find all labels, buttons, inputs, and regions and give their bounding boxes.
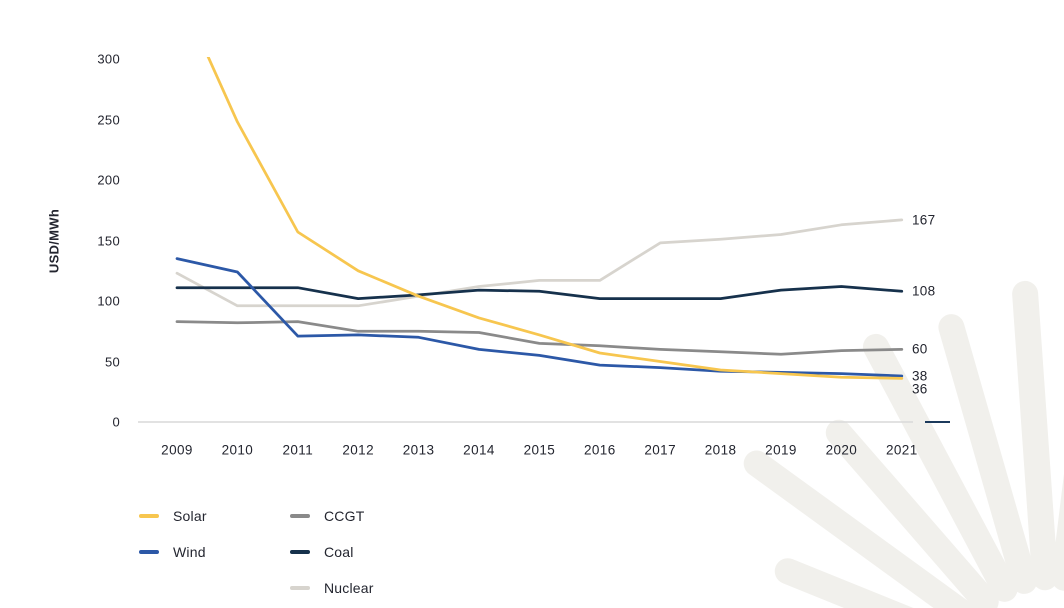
y-tick-label: 150: [97, 233, 120, 248]
x-tick-label: 2021: [885, 442, 918, 458]
legend-label-ccgt: CCGT: [324, 507, 365, 524]
legend-label-coal: Coal: [324, 543, 354, 560]
x-tick-label: 2014: [463, 442, 495, 458]
end-label-nuclear: 167: [912, 212, 936, 228]
legend-item-ccgt: CCGT: [290, 506, 374, 525]
y-tick-label: 200: [97, 172, 120, 188]
legend-label-wind: Wind: [173, 543, 206, 560]
y-tick-label: 50: [104, 354, 120, 369]
legend-label-solar: Solar: [173, 507, 207, 524]
x-tick-label: 2011: [282, 442, 314, 458]
x-tick-label: 2010: [221, 442, 254, 458]
end-label-solar: 36: [912, 381, 928, 397]
coal-line-swatch: [290, 549, 310, 554]
x-tick-label: 2020: [825, 442, 858, 458]
x-tick-label: 2016: [583, 442, 616, 458]
legend-label-nuclear: Nuclear: [324, 579, 374, 596]
nuclear-line-swatch: [290, 585, 310, 590]
wind-line-swatch: [139, 549, 159, 554]
legend-column-2: CCGT Coal Nuclear: [290, 506, 374, 597]
ccgt-line-swatch: [290, 513, 310, 518]
x-tick-label: 2017: [644, 442, 677, 458]
legend-item-coal: Coal: [290, 542, 374, 561]
x-tick-label: 2012: [342, 442, 375, 458]
solar-line-swatch: [139, 513, 159, 518]
y-tick-label: 250: [97, 112, 120, 127]
end-label-wind: 38: [912, 368, 928, 384]
end-label-coal: 108: [912, 283, 936, 299]
legend: Solar Wind CCGT Coal Nuclear: [139, 506, 374, 597]
legend-item-solar: Solar: [139, 506, 290, 525]
legend-column-1: Solar Wind: [139, 506, 290, 597]
x-tick-label: 2018: [704, 442, 737, 458]
x-tick-label: 2015: [523, 442, 556, 458]
x-tick-label: 2019: [765, 442, 797, 458]
y-tick-label: 0: [112, 414, 120, 430]
end-label-ccgt: 60: [912, 341, 928, 357]
legend-item-wind: Wind: [139, 542, 290, 561]
x-tick-label: 2009: [161, 442, 193, 458]
y-tick-label: 100: [97, 293, 120, 309]
y-tick-label: 300: [97, 51, 120, 67]
legend-item-nuclear: Nuclear: [290, 578, 374, 597]
x-tick-label: 2013: [402, 442, 435, 458]
